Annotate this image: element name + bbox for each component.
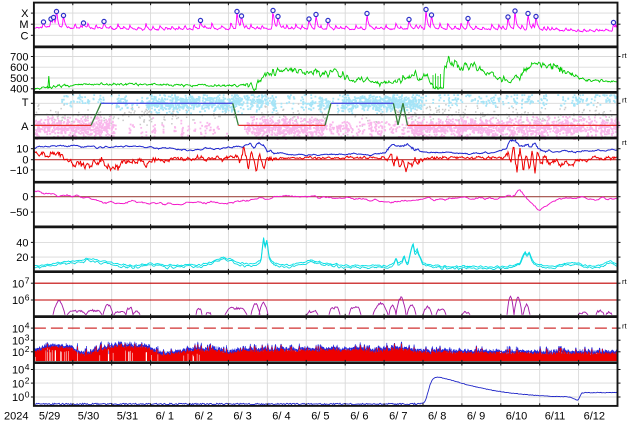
svg-text:rt: rt (622, 51, 627, 60)
svg-text:M: M (19, 19, 28, 31)
svg-text:5/30: 5/30 (78, 411, 99, 423)
svg-text:10: 10 (12, 323, 24, 335)
svg-text:5/29: 5/29 (39, 411, 60, 423)
svg-text:10: 10 (12, 365, 24, 377)
svg-text:6/ 6: 6/ 6 (350, 411, 368, 423)
svg-text:rt: rt (622, 322, 627, 331)
svg-text:0: 0 (25, 389, 30, 399)
svg-text:3: 3 (25, 333, 30, 343)
svg-text:0: 0 (22, 192, 28, 204)
svg-text:20: 20 (16, 252, 28, 264)
svg-text:C: C (21, 30, 29, 42)
svg-text:10: 10 (12, 278, 24, 290)
svg-text:6/ 4: 6/ 4 (272, 411, 290, 423)
svg-text:T: T (22, 97, 29, 109)
svg-text:−10: −10 (10, 165, 29, 177)
svg-text:600: 600 (10, 62, 28, 74)
svg-text:10: 10 (12, 378, 24, 390)
svg-text:−50: −50 (10, 207, 29, 219)
svg-text:6/ 8: 6/ 8 (428, 411, 446, 423)
svg-text:2024: 2024 (4, 411, 28, 423)
svg-text:6/ 2: 6/ 2 (195, 411, 213, 423)
svg-text:4: 4 (25, 321, 30, 331)
svg-text:2: 2 (25, 376, 30, 386)
svg-text:rt: rt (622, 277, 627, 286)
svg-text:6/ 5: 6/ 5 (311, 411, 329, 423)
svg-text:700: 700 (10, 52, 28, 64)
svg-text:10: 10 (12, 347, 24, 359)
svg-text:6/ 9: 6/ 9 (467, 411, 485, 423)
svg-text:6/11: 6/11 (545, 411, 566, 423)
svg-text:2: 2 (25, 344, 30, 354)
svg-text:5/31: 5/31 (117, 411, 138, 423)
svg-text:6: 6 (25, 292, 30, 302)
svg-text:7: 7 (25, 276, 30, 286)
svg-text:10: 10 (12, 392, 24, 404)
svg-text:6/ 1: 6/ 1 (156, 411, 174, 423)
svg-text:6/ 3: 6/ 3 (233, 411, 251, 423)
svg-text:6/10: 6/10 (506, 411, 527, 423)
svg-text:A: A (21, 121, 29, 133)
svg-text:10: 10 (12, 335, 24, 347)
svg-text:6/12: 6/12 (584, 411, 605, 423)
svg-text:X: X (21, 8, 29, 20)
svg-text:40: 40 (16, 237, 28, 249)
svg-text:rt: rt (622, 138, 627, 147)
svg-text:500: 500 (10, 73, 28, 85)
svg-text:0: 0 (22, 155, 28, 167)
svg-text:rt: rt (622, 96, 627, 105)
svg-text:6/ 7: 6/ 7 (389, 411, 407, 423)
svg-text:10: 10 (12, 295, 24, 307)
svg-text:10: 10 (16, 144, 28, 156)
svg-text:400: 400 (10, 84, 28, 96)
svg-text:4: 4 (25, 362, 30, 372)
